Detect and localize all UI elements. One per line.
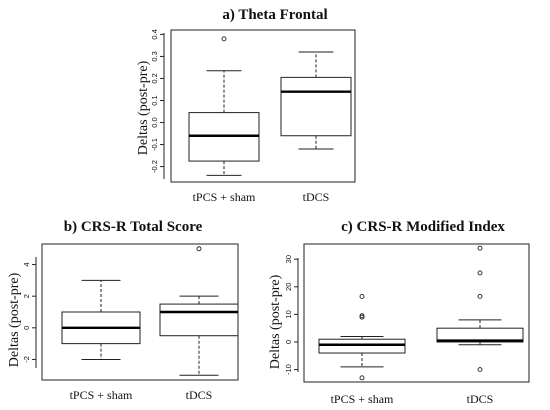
panel-a-title: a) Theta Frontal — [222, 7, 327, 23]
panel-a-y-ticks: -0.2 -0.1 0.0 0.1 0.2 0.3 0.4 — [150, 29, 164, 173]
outlier-point — [477, 270, 483, 276]
outlier-point — [477, 367, 483, 373]
panel-a-frame — [170, 29, 356, 183]
panel-c-boxes — [318, 245, 524, 381]
outlier-point — [221, 36, 227, 42]
y-tick-label: 0.3 — [150, 51, 159, 61]
outlier-point — [359, 293, 365, 299]
panel-c-ylabel: Deltas (post-pre) — [268, 274, 283, 369]
panel-b-xtick-2: tDCS — [186, 388, 213, 402]
y-tick-label: -0.1 — [150, 138, 159, 151]
y-tick-label: -2 — [22, 356, 31, 363]
y-tick-label: 0 — [284, 340, 293, 344]
y-tick-label: 20 — [284, 283, 293, 291]
panel-c-frame — [303, 243, 530, 383]
y-tick-label: 0.4 — [150, 29, 159, 39]
outlier-point — [196, 246, 202, 252]
panel-a-xtick-2: tDCS — [303, 190, 330, 204]
panel-c-xtick-1: tPCS + sham — [331, 392, 394, 406]
y-tick-label: 0 — [22, 326, 31, 330]
y-tick-label: 4 — [22, 262, 31, 266]
iqr-box — [318, 338, 406, 354]
outlier-point — [359, 375, 365, 381]
panel-c-title: c) CRS-R Modified Index — [341, 219, 505, 235]
y-tick-label: -10 — [284, 364, 293, 375]
outlier-point — [359, 314, 365, 320]
panel-b-title: b) CRS-R Total Score — [64, 219, 203, 235]
panel-crs-r-total-score: b) CRS-R Total Score Deltas (post-pre) -… — [7, 219, 239, 402]
panel-a-xtick-1: tPCS + sham — [193, 190, 256, 204]
y-tick-label: 2 — [22, 294, 31, 298]
iqr-box — [280, 76, 352, 137]
iqr-box — [436, 327, 524, 343]
panel-a-boxes — [188, 36, 352, 176]
panel-c-xtick-2: tDCS — [467, 392, 494, 406]
outlier-point — [477, 293, 483, 299]
panel-b-y-ticks: -2 0 2 4 — [22, 262, 36, 363]
panel-a-ylabel: Deltas (post-pre) — [136, 60, 151, 155]
iqr-box — [159, 303, 239, 337]
panel-crs-r-modified-index: c) CRS-R Modified Index Deltas (post-pre… — [268, 219, 530, 406]
panel-c-y-ticks: -10 0 10 20 30 — [284, 255, 298, 375]
panel-theta-frontal: a) Theta Frontal Deltas (post-pre) -0.2-… — [136, 7, 356, 204]
panel-b-ylabel: Deltas (post-pre) — [7, 272, 22, 367]
y-tick-label: 0.1 — [150, 95, 159, 105]
y-tick-label: 10 — [284, 310, 293, 318]
y-tick-label: 0.0 — [150, 117, 159, 127]
outlier-point — [477, 245, 483, 251]
panel-b-xtick-1: tPCS + sham — [70, 388, 133, 402]
y-tick-label: -0.2 — [150, 160, 159, 173]
panel-b-boxes — [61, 246, 239, 376]
y-tick-label: 0.2 — [150, 73, 159, 83]
y-tick-label: 30 — [284, 255, 293, 263]
